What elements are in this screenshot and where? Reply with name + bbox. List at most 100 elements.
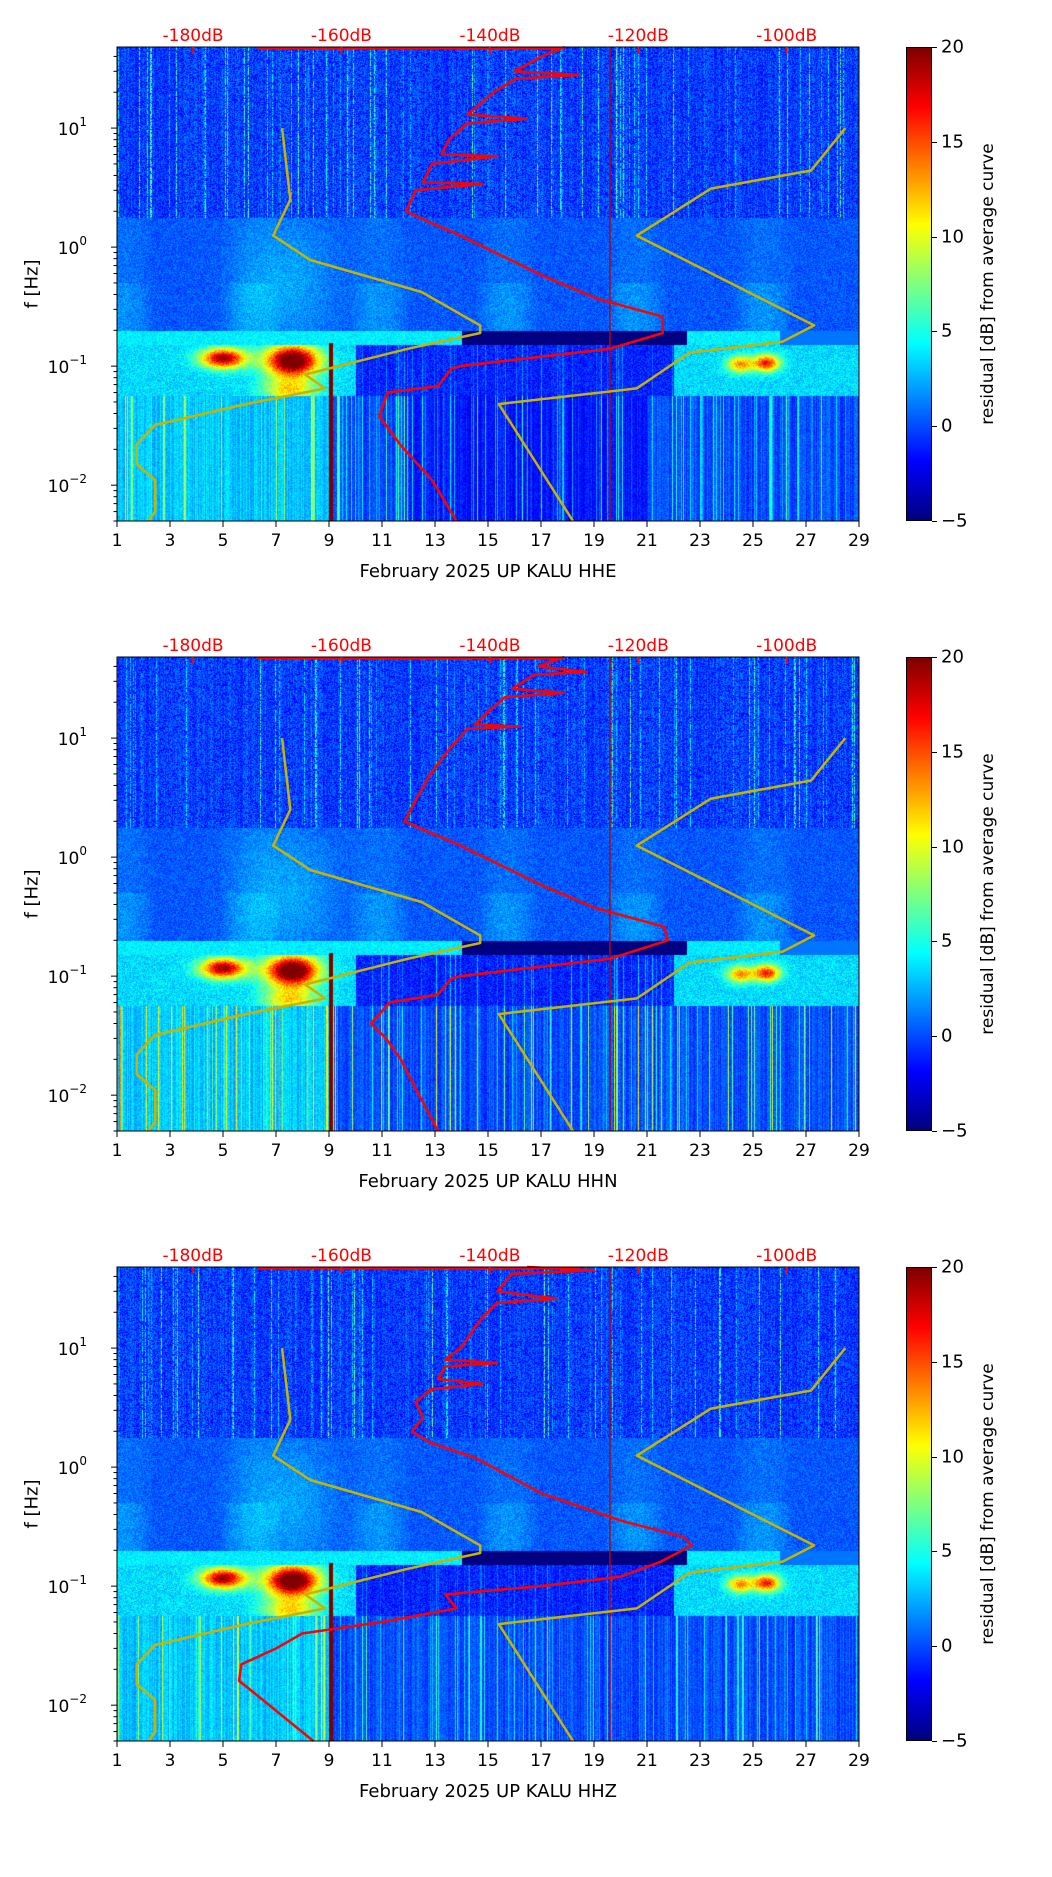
curve-nhnm [497,737,847,1132]
y-axis-label: f [Hz] [21,259,43,309]
x-tick-label: 7 [271,531,282,551]
x-tick-label: 29 [848,1141,870,1161]
colorbar-tick-label: 0 [941,1025,953,1047]
db-tick-label: -160dB [311,1246,372,1266]
colorbar-tick [932,521,937,522]
x-tick-label: 1 [112,1751,123,1771]
x-axis-label: February 2025 UP KALU HHN [358,1171,618,1192]
x-tick-label: 1 [112,1141,123,1161]
axes-frame [116,1266,860,1742]
db-tick-label: -120dB [608,26,669,46]
colorbar-label: residual [dB] from average curve [978,143,998,425]
x-tick-label: 23 [689,1141,711,1161]
db-tick-label: -180dB [163,26,224,46]
colorbar-tick-label: 0 [941,415,953,437]
x-tick-label: 29 [848,1751,870,1771]
colorbar-tick [932,47,937,48]
colorbar-tick-label: −5 [941,1120,968,1142]
curve-nlnm [135,1347,482,1742]
x-tick-label: 23 [689,1751,711,1771]
x-tick-label: 11 [371,531,393,551]
colorbar-tick-label: 0 [941,1635,953,1657]
x-tick-label: 7 [271,1141,282,1161]
db-tick-label: -140dB [459,636,520,656]
colorbar-tick [932,846,937,848]
y-tick-label: 100 [58,1454,87,1479]
x-tick-label: 9 [324,1141,335,1161]
spectrogram-panel-hhz: 1 3 5 7 9 11 13 15 17 19 21 23 25 27 29 10−2 10−1 100 101-… [0,1246,1052,1877]
colorbar-tick-label: 15 [941,1351,964,1373]
colorbar-tick [932,657,937,658]
x-tick-label: 27 [795,531,817,551]
x-tick-label: 25 [742,1751,764,1771]
curve-average-psd [378,45,664,522]
x-tick-label: 15 [477,531,499,551]
colorbar-tick [932,1741,937,1742]
x-tick-label: 3 [165,531,176,551]
db-tick-label: -100dB [756,636,817,656]
db-tick-label: -180dB [163,1246,224,1266]
y-axis-label: f [Hz] [21,869,43,919]
spectrogram-panel-hhe: 1 3 5 7 9 11 13 15 17 19 21 23 25 27 29 10−2 10−1 100 101-… [0,26,1052,657]
colorbar [906,47,932,521]
db-tick-label: -180dB [163,636,224,656]
x-tick-label: 17 [530,1141,552,1161]
colorbar-tick [932,941,937,943]
x-tick-label: 9 [324,1751,335,1771]
x-tick-label: 13 [424,1141,446,1161]
colorbar-tick [932,1131,937,1132]
db-tick-label: -100dB [756,26,817,46]
colorbar-tick-label: −5 [941,510,968,532]
plot-overlay: 1 3 5 7 9 11 13 15 17 19 21 23 25 27 2910−210−1100101-… [48,1246,870,1771]
curve-nhnm [497,1347,847,1742]
y-tick-label: 101 [58,725,87,750]
colorbar-tick [932,1646,937,1648]
colorbar-tick [932,1551,937,1553]
y-tick-label: 101 [58,1335,87,1360]
colorbar-tick [932,1456,937,1458]
y-tick-label: 10−2 [48,1692,87,1717]
colorbar-tick [932,331,937,333]
colorbar-tick [932,1267,937,1268]
spectrogram-heatmap [117,47,859,521]
x-tick-label: 27 [795,1751,817,1771]
x-tick-label: 21 [636,1141,658,1161]
x-tick-label: 29 [848,531,870,551]
colorbar-tick [932,236,937,238]
plot-overlay: 1 3 5 7 9 11 13 15 17 19 21 23 25 27 2910−210−1100101-… [48,26,870,551]
colorbar-tick-label: 15 [941,131,964,153]
x-tick-label: 17 [530,531,552,551]
colorbar-tick [932,141,937,143]
y-tick-label: 10−1 [48,353,87,378]
y-tick-label: 10−2 [48,472,87,497]
colorbar-tick-label: 5 [941,320,953,342]
colorbar-label: residual [dB] from average curve [978,753,998,1035]
spectrogram-panel-hhn: 1 3 5 7 9 11 13 15 17 19 21 23 25 27 29 10−2 10−1 100 101-… [0,636,1052,1267]
y-tick-label: 100 [58,844,87,869]
colorbar-tick-label: 15 [941,741,964,763]
colorbar-tick-label: 5 [941,930,953,952]
colorbar-tick [932,1036,937,1038]
x-tick-label: 19 [583,531,605,551]
x-tick-label: 5 [218,1141,229,1161]
x-tick-label: 3 [165,1751,176,1771]
x-tick-label: 13 [424,531,446,551]
x-tick-label: 25 [742,531,764,551]
x-axis-label: February 2025 UP KALU HHE [359,561,617,582]
spectrogram-heatmap [117,657,859,1131]
x-tick-label: 15 [477,1751,499,1771]
db-tick-label: -140dB [459,26,520,46]
x-tick-label: 11 [371,1751,393,1771]
curve-average-psd [369,655,670,1132]
x-axis-label: February 2025 UP KALU HHZ [359,1781,617,1802]
y-axis-label: f [Hz] [21,1479,43,1529]
db-tick-label: -160dB [311,26,372,46]
db-tick-label: -120dB [608,636,669,656]
colorbar-tick-label: 10 [941,226,964,248]
colorbar [906,657,932,1131]
colorbar-tick-label: 5 [941,1540,953,1562]
colorbar-tick [932,426,937,428]
colorbar-tick-label: 10 [941,1446,964,1468]
curve-nhnm [497,127,847,522]
y-tick-label: 10−2 [48,1082,87,1107]
